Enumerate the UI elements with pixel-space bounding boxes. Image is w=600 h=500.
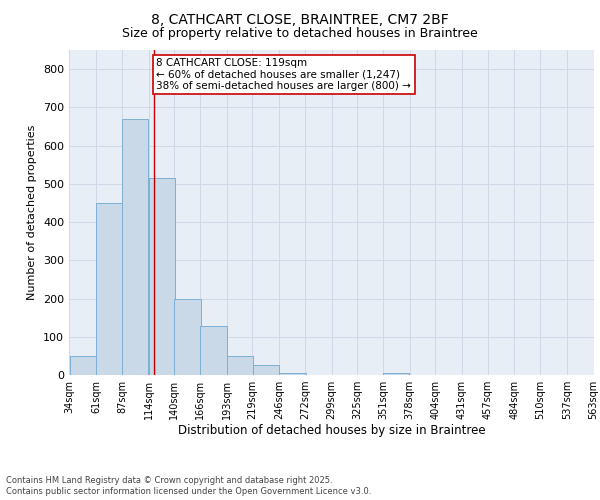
Bar [383, 373, 409, 375]
Text: Contains public sector information licensed under the Open Government Licence v3: Contains public sector information licen… [6, 487, 371, 496]
Text: Size of property relative to detached houses in Braintree: Size of property relative to detached ho… [122, 28, 478, 40]
Text: 8, CATHCART CLOSE, BRAINTREE, CM7 2BF: 8, CATHCART CLOSE, BRAINTREE, CM7 2BF [151, 12, 449, 26]
Bar [70, 356, 96, 375]
Text: 8 CATHCART CLOSE: 119sqm
← 60% of detached houses are smaller (1,247)
38% of sem: 8 CATHCART CLOSE: 119sqm ← 60% of detach… [157, 58, 412, 91]
Bar [279, 373, 305, 375]
Bar [149, 178, 175, 375]
Bar [97, 203, 123, 375]
Bar [200, 326, 227, 375]
Bar [122, 119, 148, 375]
Y-axis label: Number of detached properties: Number of detached properties [28, 125, 37, 300]
Bar [227, 356, 253, 375]
X-axis label: Distribution of detached houses by size in Braintree: Distribution of detached houses by size … [178, 424, 485, 436]
Text: Contains HM Land Registry data © Crown copyright and database right 2025.: Contains HM Land Registry data © Crown c… [6, 476, 332, 485]
Bar [253, 366, 279, 375]
Bar [175, 298, 201, 375]
